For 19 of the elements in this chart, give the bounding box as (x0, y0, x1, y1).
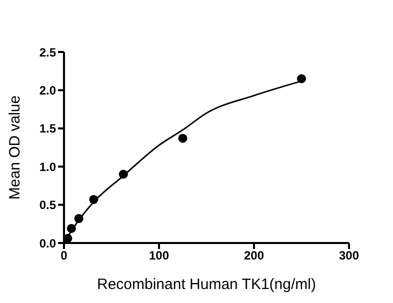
y-tick-label: 0.0 (39, 236, 56, 250)
point (64, 234, 72, 243)
y-axis-title: Mean OD value (6, 95, 24, 200)
x-tick-label: 0 (60, 248, 68, 263)
point (89, 194, 98, 204)
y-tick-label: 1.0 (39, 160, 56, 174)
y-tick-label: 2.5 (39, 45, 56, 60)
x-tick-label: 300 (338, 248, 360, 263)
y-tick-label: 1.5 (39, 122, 56, 136)
point (178, 134, 188, 143)
y-tick-label: 0.5 (39, 198, 56, 212)
y-tick-label: 2.0 (39, 83, 56, 98)
x-axis-title: Recombinant Human TK1(ng/ml) (97, 276, 316, 293)
point (66, 224, 76, 233)
x-tick-label: 200 (244, 248, 264, 263)
point (296, 74, 306, 84)
x-tick-label: 100 (148, 248, 170, 263)
point (118, 170, 128, 179)
point (74, 214, 84, 224)
